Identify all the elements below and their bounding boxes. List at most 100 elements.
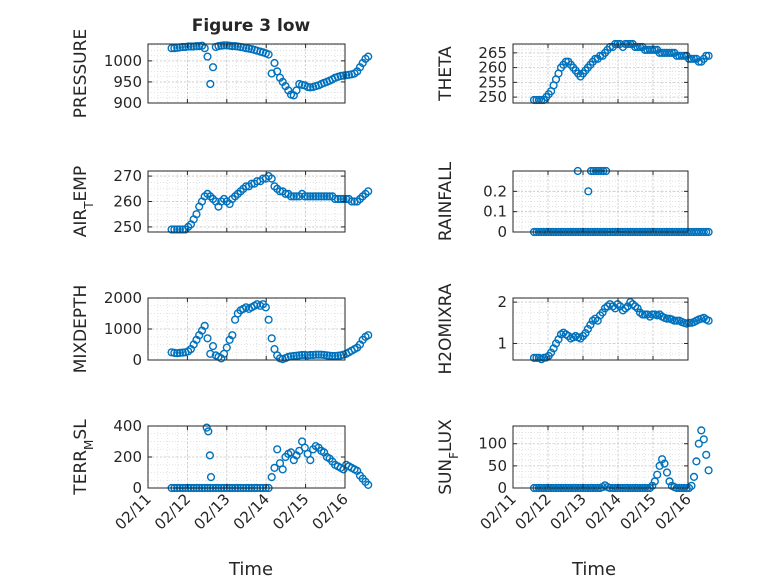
data-point <box>670 316 679 325</box>
data-point <box>298 350 307 360</box>
data-point <box>306 83 315 92</box>
y-tick-label: 270 <box>113 167 142 185</box>
y-tick-label: 0.1 <box>483 203 507 221</box>
x-tick-label: 02/16 <box>309 490 352 533</box>
data-point <box>264 315 273 324</box>
data-point <box>660 459 669 468</box>
axes-background <box>148 44 345 103</box>
data-point <box>300 350 309 360</box>
subplot-air-temp: 250 260 270 AIRTEMP <box>71 166 373 237</box>
data-point <box>167 44 176 53</box>
subplot-terr-msl: 020040002/1102/1202/1302/1402/1502/16TER… <box>71 417 373 533</box>
data-point <box>665 477 674 486</box>
data-point <box>178 348 187 357</box>
data-point <box>314 350 323 359</box>
data-point <box>648 45 657 55</box>
data-point <box>214 41 223 51</box>
data-point <box>203 52 212 61</box>
data-point <box>228 41 237 51</box>
data-point <box>689 472 699 482</box>
data-point <box>311 350 320 359</box>
y-tick-label: 0 <box>497 223 507 241</box>
data-point <box>228 331 237 340</box>
data-point <box>699 227 708 237</box>
y-tick-label: 250 <box>478 88 507 106</box>
data-point <box>704 51 713 60</box>
data-point <box>167 225 176 234</box>
data-point <box>311 192 320 201</box>
x-tick-label: 02/14 <box>230 490 273 533</box>
grid-lines <box>147 171 346 232</box>
data-point <box>628 300 637 309</box>
y-tick-label: 2 <box>497 293 507 311</box>
data-point <box>204 427 213 436</box>
data-point <box>242 44 251 53</box>
data-point <box>208 63 218 72</box>
x-tick-label: 02/12 <box>512 490 555 533</box>
data-point <box>364 187 373 196</box>
data-point <box>704 227 713 237</box>
series-markers <box>167 172 373 234</box>
data-point <box>638 310 647 319</box>
axis-ticks: 250 260 270 <box>113 167 346 236</box>
y-tick-label: 250 <box>113 218 142 236</box>
x-tick-label: 02/12 <box>151 490 194 533</box>
data-point <box>704 466 713 475</box>
data-point <box>175 348 185 358</box>
data-point <box>192 41 201 51</box>
data-point <box>331 351 340 361</box>
data-point <box>583 324 593 334</box>
data-point <box>206 473 216 482</box>
data-point <box>300 192 309 201</box>
data-point <box>633 304 642 313</box>
data-point <box>699 435 708 444</box>
x-axis-label-right: Time <box>571 559 616 580</box>
data-point <box>292 86 301 95</box>
axes-box <box>147 43 346 104</box>
series-markers <box>529 39 713 105</box>
data-point <box>200 44 209 53</box>
data-point <box>267 473 276 482</box>
data-point <box>173 349 182 358</box>
y-tick-label: 900 <box>113 94 142 112</box>
y-axis-label: MIXDEPTH <box>71 285 91 374</box>
data-point <box>322 192 332 201</box>
data-point <box>273 445 282 454</box>
data-point <box>339 71 348 80</box>
y-tick-label: 1 <box>497 334 507 352</box>
data-point <box>203 334 212 343</box>
data-point <box>295 351 304 360</box>
data-point <box>364 480 373 490</box>
data-point <box>320 350 329 360</box>
data-point <box>264 50 273 59</box>
data-point <box>339 194 348 204</box>
y-tick-label: 265 <box>478 44 507 62</box>
y-axis-label: TERRMSL <box>71 419 96 496</box>
data-point <box>309 192 318 201</box>
data-point <box>364 52 373 61</box>
data-point <box>702 450 711 459</box>
data-point <box>677 51 686 60</box>
data-point <box>292 351 301 360</box>
x-tick-label: 02/14 <box>582 490 625 533</box>
y-tick-label: 0.2 <box>483 182 507 200</box>
data-point <box>704 316 713 325</box>
data-point <box>175 225 185 234</box>
axis-ticks: 0 1000 2000 <box>104 289 346 369</box>
data-point <box>317 350 326 359</box>
data-point <box>322 351 332 360</box>
x-tick-label: 02/13 <box>190 490 233 533</box>
y-tick-label: 2000 <box>104 289 142 307</box>
data-point <box>309 350 318 360</box>
data-point <box>626 298 635 307</box>
data-point <box>665 48 674 58</box>
series-markers <box>167 41 373 100</box>
data-point <box>192 210 201 219</box>
series-markers <box>529 298 713 364</box>
data-point <box>289 192 298 201</box>
y-tick-label: 950 <box>113 73 142 91</box>
y-axis-label: PRESSURE <box>71 29 91 118</box>
axis-ticks: 12 <box>497 293 689 360</box>
data-point <box>662 314 672 323</box>
